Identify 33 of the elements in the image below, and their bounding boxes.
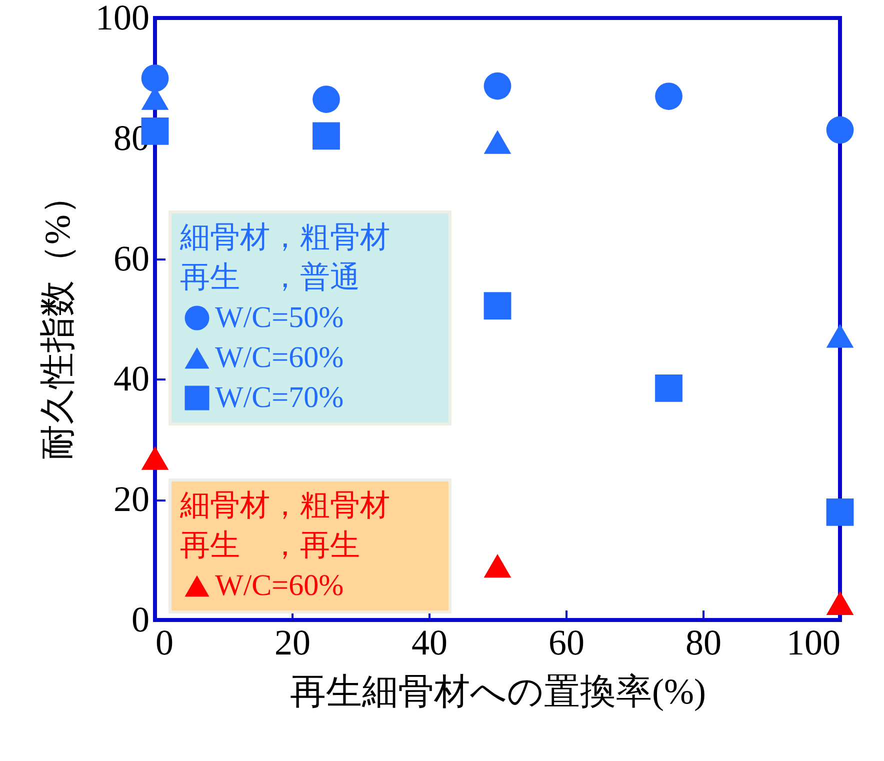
point xyxy=(141,64,169,92)
point xyxy=(655,374,682,402)
legend-label: W/C=50% xyxy=(215,301,344,334)
y-tick-label: 60 xyxy=(114,238,150,278)
x-tick-label: 100 xyxy=(786,622,840,662)
legend-label: W/C=60% xyxy=(215,569,344,602)
y-tick-label: 100 xyxy=(96,0,150,38)
x-tick-label: 20 xyxy=(274,622,310,662)
point xyxy=(484,130,512,154)
legend-label: W/C=70% xyxy=(215,381,344,414)
point xyxy=(141,446,169,470)
y-axis-title: 耐久性指数（%） xyxy=(38,178,78,460)
point xyxy=(826,116,854,144)
annotation: 再生 ，普通 xyxy=(180,261,360,294)
annotation: 細骨材，粗骨材 xyxy=(179,489,390,522)
annotation: 細骨材，粗骨材 xyxy=(179,221,390,254)
point xyxy=(826,498,854,526)
y-tick-label: 40 xyxy=(114,358,150,399)
x-tick-label: 60 xyxy=(548,622,584,662)
point xyxy=(312,86,340,113)
x-tick-label: 40 xyxy=(412,622,448,662)
point xyxy=(484,554,512,578)
y-tick-label: 20 xyxy=(114,479,150,520)
point xyxy=(826,324,854,348)
point xyxy=(484,72,512,100)
annotation: 再生 ，再生 xyxy=(180,529,360,562)
point xyxy=(655,82,682,110)
point xyxy=(484,292,512,320)
legend-label: W/C=60% xyxy=(215,341,344,374)
point xyxy=(826,591,854,616)
x-axis-title: 再生細骨材への置換率(%) xyxy=(290,672,706,712)
point xyxy=(312,122,340,150)
x-tick-label: 80 xyxy=(686,622,722,662)
